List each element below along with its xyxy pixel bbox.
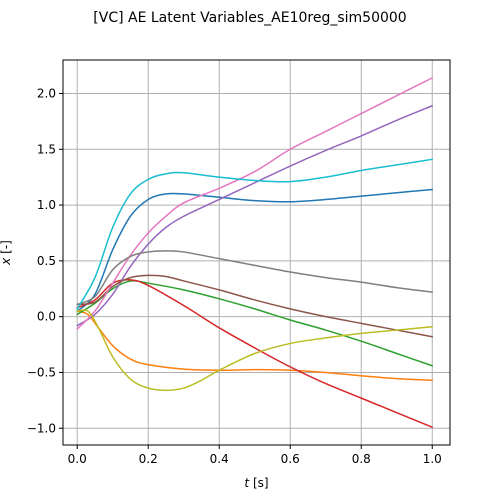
- x-tick-label: 0.0: [68, 452, 87, 466]
- axes-frame: [62, 59, 451, 446]
- series-lines: [76, 77, 433, 428]
- x-axis-label-unit: [s]: [249, 476, 268, 490]
- series-line-8: [76, 250, 433, 306]
- grid: [63, 60, 450, 445]
- x-axis-label-var: t: [244, 476, 250, 490]
- y-tick-label: 2.0: [37, 86, 56, 100]
- series-line-9: [76, 309, 433, 392]
- y-tick-label: 1.0: [37, 198, 56, 212]
- x-axis-label: t [s]: [244, 476, 268, 490]
- series-line-3: [76, 279, 433, 367]
- series-line-6: [76, 274, 433, 338]
- series-line-5: [76, 105, 433, 327]
- chart-title: [VC] AE Latent Variables_AE10reg_sim5000…: [93, 10, 406, 26]
- y-axis-label-var: x: [0, 257, 13, 266]
- series-line-10: [76, 158, 433, 310]
- y-axis-label-unit: [-]: [0, 240, 13, 258]
- axis-ticks: 0.0 0.2 0.4 0.6 0.8 1.0 −1.0 −0.5 0.0 0.5 1.0 1.5 2.…: [27, 86, 442, 466]
- y-tick-label: −0.5: [27, 365, 56, 379]
- x-tick-label: 0.6: [281, 452, 300, 466]
- y-tick-label: 0.5: [37, 254, 56, 268]
- x-tick-label: 1.0: [423, 452, 442, 466]
- x-tick-label: 0.2: [139, 452, 158, 466]
- y-tick-label: −1.0: [27, 421, 56, 435]
- y-tick-label: 0.0: [37, 310, 56, 324]
- x-tick-label: 0.4: [210, 452, 229, 466]
- series-line-7: [76, 77, 433, 330]
- y-tick-label: 1.5: [37, 142, 56, 156]
- y-axis-label: x [-]: [0, 240, 13, 266]
- x-tick-label: 0.8: [352, 452, 371, 466]
